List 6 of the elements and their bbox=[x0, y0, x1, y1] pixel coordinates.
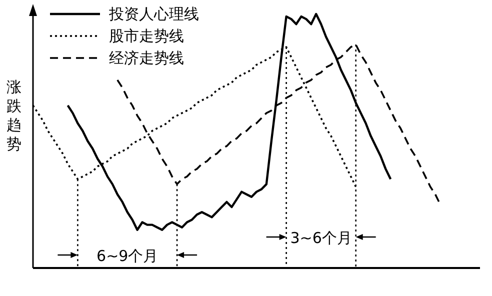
annotation: 6~9个月 bbox=[96, 247, 158, 265]
ylabel: 涨跌趋势 bbox=[6, 78, 22, 153]
annotation: 3~6个月 bbox=[290, 229, 352, 247]
legend-label: 经济走势线 bbox=[109, 49, 184, 67]
legend-label: 股市走势线 bbox=[109, 27, 184, 45]
legend-label: 投资人心理线 bbox=[108, 5, 199, 23]
